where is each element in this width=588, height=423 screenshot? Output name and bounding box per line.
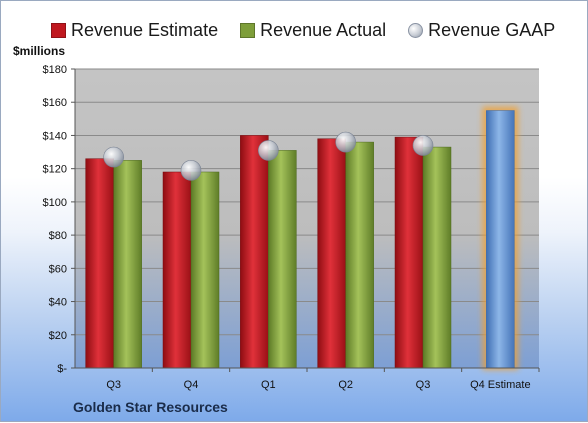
y-tick-label: $60 [49,263,67,275]
y-tick-label: $20 [49,330,67,342]
gaap-marker [258,140,279,161]
legend-item-actual: Revenue Actual [240,20,386,41]
gaap-marker [412,135,434,156]
bars [85,106,519,371]
legend-label-actual: Revenue Actual [260,19,387,40]
bar-actual [190,171,220,369]
bar-estimate [394,136,424,369]
legend: Revenue Estimate Revenue Actual Revenue … [51,18,577,42]
plot-area [75,69,539,368]
legend-item-gaap: Revenue GAAP [408,20,555,41]
legend-swatch-estimate [51,22,66,38]
x-tick-label: Q4 Estimate [470,379,531,391]
y-tick-label: $100 [43,197,67,209]
x-tick-label: Q3 [106,379,121,391]
x-tick-label: Q2 [338,379,353,391]
bar-actual [345,141,374,369]
bar-estimate [317,138,346,369]
y-tick-label: $40 [49,297,67,309]
gaap-marker [180,160,202,181]
y-tick-label: $140 [43,130,67,142]
y-units-label: $millions [13,44,66,58]
bar-actual [268,150,297,369]
bar-estimate [85,158,114,369]
y-tick-label: $120 [43,164,67,176]
bar-estimate [162,171,192,369]
legend-marker-gaap [408,22,424,38]
x-tick-label: Q4 [184,379,199,391]
y-tick-label: $- [57,363,67,375]
bar-estimate-forecast [486,110,515,369]
y-tick-label: $180 [43,64,67,76]
x-tick-label: Q1 [261,379,276,391]
bar-actual [113,160,142,369]
legend-item-estimate: Revenue Estimate [51,20,218,41]
legend-label-estimate: Revenue Estimate [71,19,219,40]
company-name: Golden Star Resources [73,399,228,415]
y-tick-label: $80 [49,230,67,242]
legend-label-gaap: Revenue GAAP [428,19,556,40]
y-tick-label: $160 [43,97,67,109]
gaap-marker [103,146,124,168]
bar-actual [422,146,452,369]
gaap-marker [335,131,356,153]
legend-swatch-actual [240,22,256,38]
x-tick-label: Q3 [416,379,431,391]
y-axis-ticks: $- $20 $40 $60 $80 $100 $120 $140 $160 $180 [43,64,76,375]
x-axis-ticks: Q3 Q4 Q1 Q2 Q3 Q4 Estimate [75,367,540,391]
bar-estimate [240,135,269,369]
